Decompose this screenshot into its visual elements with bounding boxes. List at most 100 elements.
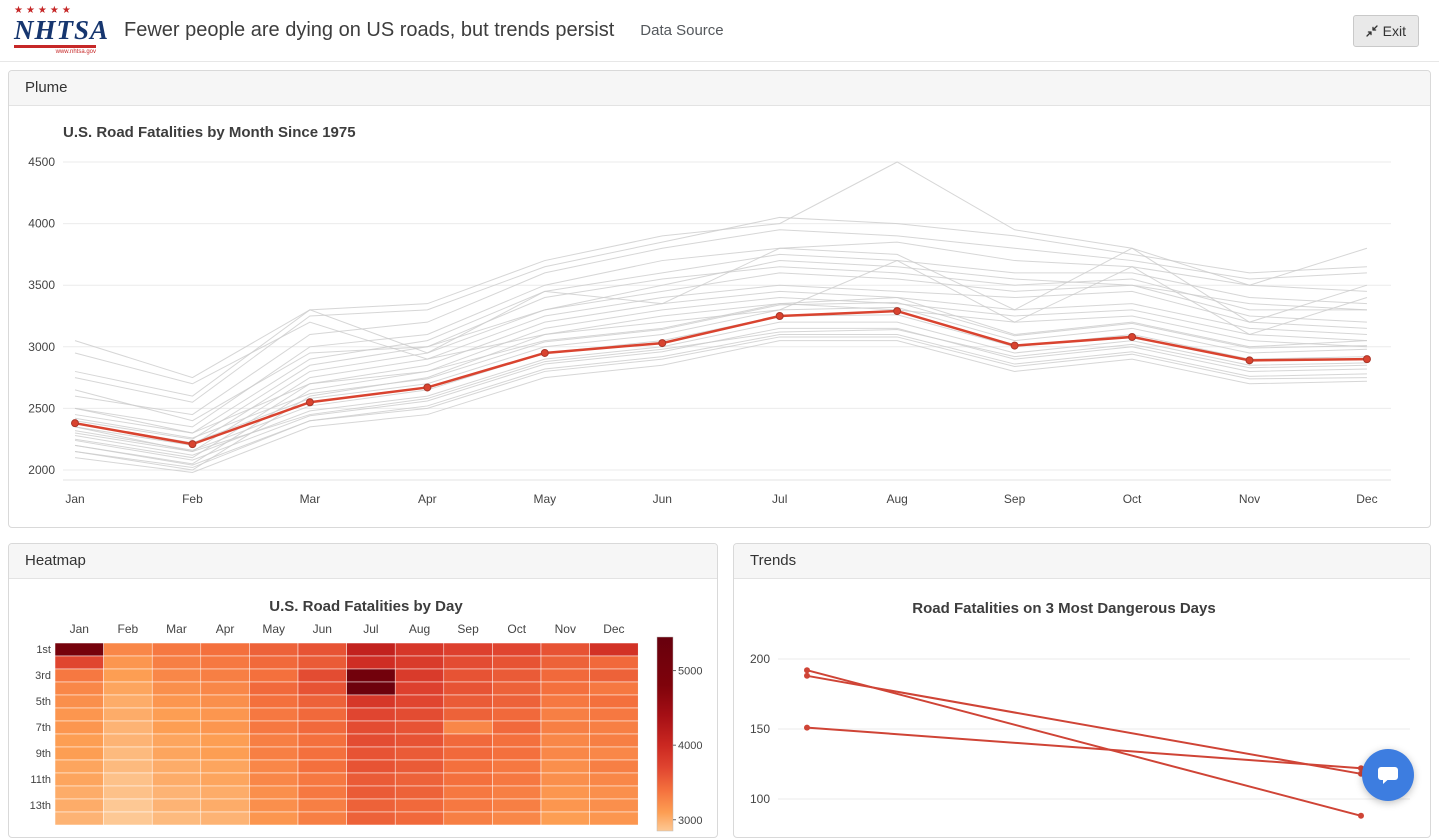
heatmap-cell[interactable] (443, 746, 493, 761)
heatmap-cell[interactable] (103, 811, 153, 826)
year-line[interactable] (74, 333, 1367, 466)
heatmap-cell[interactable] (589, 694, 639, 709)
heatmap-cell[interactable] (589, 772, 639, 787)
heatmap-cell[interactable] (540, 707, 590, 722)
heatmap-cell[interactable] (492, 668, 542, 683)
exit-button[interactable]: Exit (1352, 14, 1419, 47)
heatmap-cell[interactable] (443, 668, 493, 683)
heatmap-cell[interactable] (54, 785, 104, 800)
heatmap-cell[interactable] (103, 785, 153, 800)
heatmap-cell[interactable] (589, 733, 639, 748)
heatmap-cell[interactable] (151, 694, 202, 709)
heatmap-cell[interactable] (249, 681, 299, 696)
heatmap-cell[interactable] (346, 694, 396, 709)
heatmap-cell[interactable] (297, 746, 347, 761)
heatmap-cell[interactable] (249, 785, 299, 800)
heatmap-cell[interactable] (394, 785, 445, 800)
heatmap-cell[interactable] (394, 642, 445, 657)
heatmap-cell[interactable] (297, 720, 347, 735)
heatmap-cell[interactable] (492, 785, 542, 800)
heatmap-cell[interactable] (346, 707, 396, 722)
heatmap-cell[interactable] (540, 694, 590, 709)
heatmap-cell[interactable] (103, 681, 153, 696)
heatmap-cell[interactable] (151, 772, 202, 787)
heatmap-cell[interactable] (394, 811, 445, 826)
trend-marker-start[interactable] (804, 667, 810, 674)
heatmap-cell[interactable] (394, 681, 445, 696)
heatmap-cell[interactable] (249, 772, 299, 787)
heatmap-cell[interactable] (151, 733, 202, 748)
heatmap-cell[interactable] (540, 798, 590, 813)
heatmap-cell[interactable] (249, 759, 299, 774)
heatmap-cell[interactable] (200, 785, 250, 800)
heatmap-cell[interactable] (103, 772, 153, 787)
year-line[interactable] (74, 314, 1367, 451)
highlight-marker[interactable] (71, 419, 79, 428)
heatmap-cell[interactable] (346, 785, 396, 800)
heatmap-cell[interactable] (443, 720, 493, 735)
heatmap-cell[interactable] (54, 759, 104, 774)
year-line[interactable] (74, 216, 1367, 403)
highlight-line[interactable] (74, 309, 1367, 446)
heatmap-cell[interactable] (200, 668, 250, 683)
heatmap-cell[interactable] (443, 785, 493, 800)
trend-marker-end[interactable] (1358, 812, 1364, 819)
year-line[interactable] (74, 327, 1367, 461)
heatmap-cell[interactable] (103, 759, 153, 774)
heatmap-cell[interactable] (540, 759, 590, 774)
highlight-marker[interactable] (1128, 332, 1137, 341)
heatmap-cell[interactable] (54, 798, 104, 813)
heatmap-cell[interactable] (200, 720, 250, 735)
heatmap-cell[interactable] (297, 811, 347, 826)
year-line[interactable] (74, 340, 1367, 473)
heatmap-cell[interactable] (492, 681, 542, 696)
trend-line[interactable] (806, 726, 1362, 770)
trend-line[interactable] (806, 674, 1362, 775)
heatmap-cell[interactable] (394, 772, 445, 787)
heatmap-cell[interactable] (346, 811, 396, 826)
chat-launcher-button[interactable] (1362, 749, 1414, 801)
heatmap-cell[interactable] (540, 772, 590, 787)
heatmap-cell[interactable] (443, 772, 493, 787)
heatmap-cell[interactable] (540, 785, 590, 800)
heatmap-cell[interactable] (297, 655, 347, 670)
heatmap-cell[interactable] (249, 798, 299, 813)
heatmap-cell[interactable] (589, 720, 639, 735)
heatmap-cell[interactable] (103, 642, 153, 657)
heatmap-cell[interactable] (540, 655, 590, 670)
year-line[interactable] (74, 272, 1367, 446)
year-line[interactable] (74, 229, 1367, 416)
heatmap-cell[interactable] (540, 733, 590, 748)
heatmap-cell[interactable] (394, 655, 445, 670)
heatmap-cell[interactable] (249, 694, 299, 709)
heatmap-chart[interactable]: U.S. Road Fatalities by Day Jan Feb Mar Apr M… (9, 579, 717, 838)
heatmap-cell[interactable] (103, 694, 153, 709)
heatmap-cell[interactable] (103, 798, 153, 813)
year-line[interactable] (74, 329, 1367, 453)
heatmap-cell[interactable] (151, 785, 202, 800)
heatmap-cell[interactable] (394, 720, 445, 735)
heatmap-cell[interactable] (200, 681, 250, 696)
heatmap-cell[interactable] (151, 746, 202, 761)
heatmap-cell[interactable] (297, 733, 347, 748)
heatmap-cell[interactable] (249, 811, 299, 826)
year-line[interactable] (74, 241, 1367, 428)
heatmap-cell[interactable] (589, 655, 639, 670)
data-source-link[interactable]: Data Source (640, 22, 724, 39)
heatmap-cell[interactable] (200, 811, 250, 826)
heatmap-cell[interactable] (297, 668, 347, 683)
year-line[interactable] (74, 290, 1367, 459)
heatmap-cell[interactable] (589, 668, 639, 683)
heatmap-cell[interactable] (54, 772, 104, 787)
heatmap-cell[interactable] (151, 681, 202, 696)
highlight-marker[interactable] (893, 307, 902, 316)
heatmap-cell[interactable] (492, 642, 542, 657)
year-line[interactable] (74, 284, 1367, 453)
heatmap-cell[interactable] (297, 759, 347, 774)
highlight-marker[interactable] (305, 398, 314, 407)
heatmap-cell[interactable] (394, 707, 445, 722)
heatmap-cell[interactable] (297, 798, 347, 813)
heatmap-cell[interactable] (54, 681, 104, 696)
heatmap-cell[interactable] (249, 668, 299, 683)
year-line[interactable] (74, 161, 1368, 397)
